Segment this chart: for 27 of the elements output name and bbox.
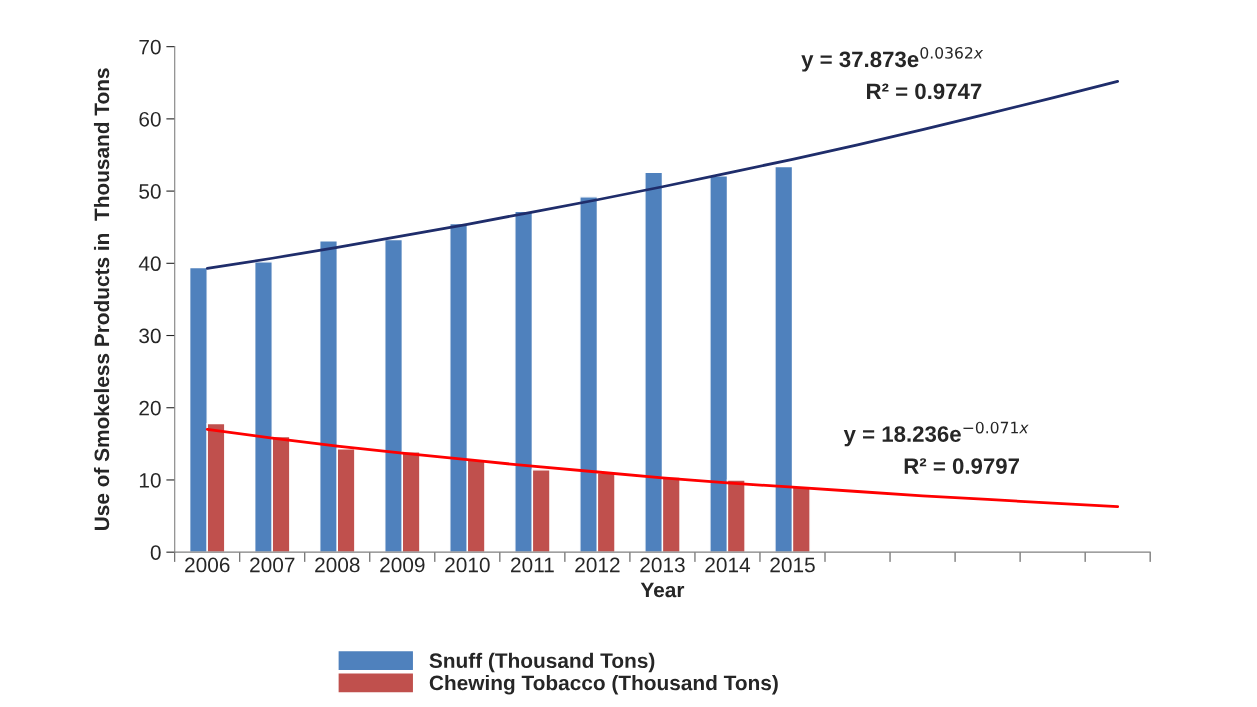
annotation: y = 37.873e$^{0.0362x}$ (801, 46, 984, 72)
y-tick-label: 40 (138, 256, 161, 272)
legend-label: Snuff (Thousand Tons) (429, 652, 655, 673)
x-tick-label: 2010 (445, 557, 490, 573)
x-axis-title: Year (640, 582, 685, 598)
x-tick-label: 2015 (770, 557, 815, 573)
y-axis-title: Use of Smokeless Products in Thousand Tons (93, 68, 110, 531)
annotation: y = 18.236e$^{−0.071x}$ (843, 421, 1029, 447)
annotation: R² = 0.9797 (904, 458, 1019, 474)
x-tick-label: 2006 (185, 557, 230, 573)
y-tick-label: 60 (139, 111, 161, 127)
x-tick-label: 2009 (380, 557, 425, 573)
y-tick-label: 70 (139, 39, 161, 55)
x-tick-label: 2014 (705, 557, 751, 573)
annotation: R² = 0.9747 (867, 83, 982, 100)
x-tick-label: 2011 (511, 557, 554, 573)
x-tick-label: 2013 (640, 557, 685, 573)
x-tick-label: 2008 (315, 557, 360, 573)
y-tick-label: 20 (139, 400, 161, 416)
y-tick-label: 0 (150, 545, 161, 560)
y-tick-label: 10 (139, 472, 161, 488)
y-tick-label: 30 (139, 328, 161, 344)
x-tick-label: 2007 (250, 557, 295, 573)
y-tick-label: 50 (139, 184, 161, 199)
line-series (205, 79, 1120, 270)
legend-label: Chewing Tobacco (Thousand Tons) (429, 674, 778, 695)
x-tick-label: 2012 (575, 557, 620, 573)
